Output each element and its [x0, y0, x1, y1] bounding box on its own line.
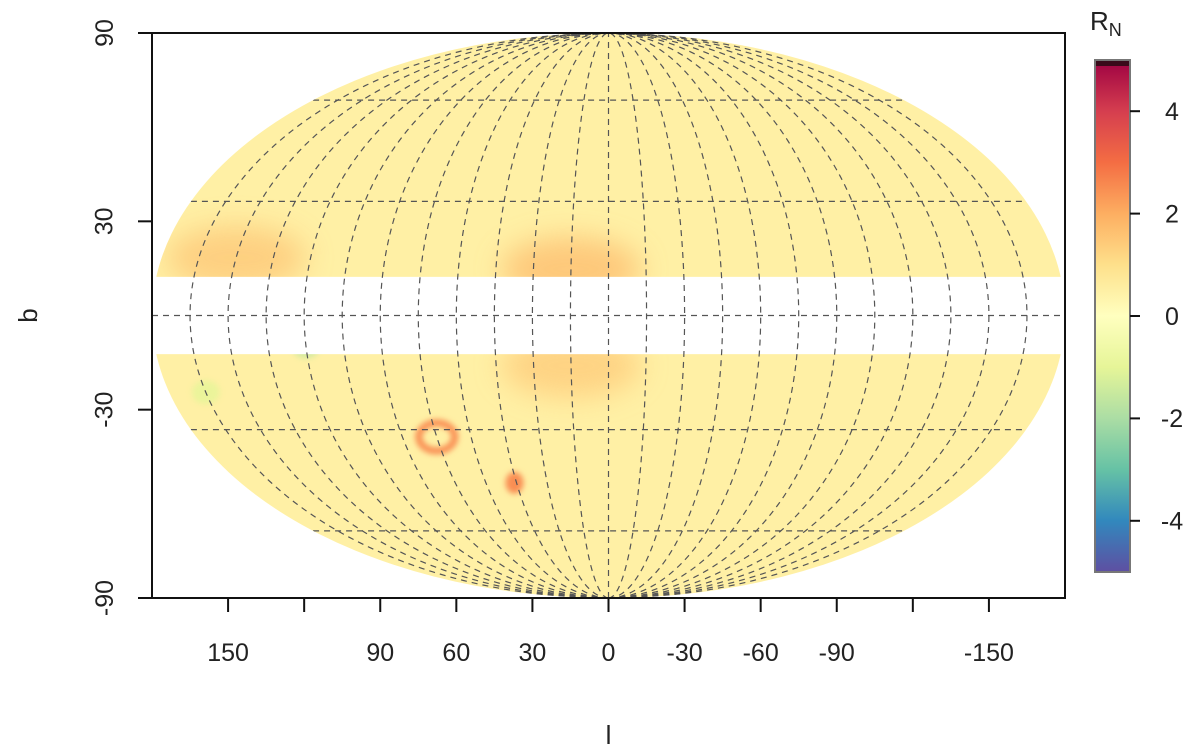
- graticule-meridian: [608, 33, 952, 598]
- colorbar-title: RN: [1090, 6, 1122, 40]
- colorbar-tick-label: -4: [1161, 508, 1183, 536]
- x-tick-label: -150: [964, 639, 1014, 667]
- colorbar-top-cap: [1096, 61, 1129, 66]
- x-tick-label: -60: [743, 639, 779, 667]
- graticule-meridian: [608, 33, 648, 598]
- colorbar-tick-label: 2: [1165, 200, 1179, 228]
- x-axis: 150 90 60 30 0 -30 -60 -90 -150: [207, 598, 1014, 667]
- colorbar-tick-label: 4: [1165, 98, 1179, 126]
- y-tick-label: 90: [91, 19, 119, 47]
- colorbar-title-main: R: [1090, 6, 1109, 36]
- feature-ring: [415, 419, 459, 455]
- x-tick-label: -30: [667, 639, 703, 667]
- colorbar: RN 4 2 0 -2 -4: [1090, 6, 1183, 573]
- x-axis-title: l: [606, 720, 612, 747]
- y-axis-title: b: [13, 308, 43, 322]
- y-tick-label: -30: [91, 392, 119, 428]
- x-tick-label: 150: [207, 639, 249, 667]
- feature-blob: [505, 471, 524, 494]
- y-axis: 90 30 -30 -90: [91, 19, 152, 616]
- graticule-meridian: [608, 33, 762, 598]
- graticule-meridian: [303, 33, 609, 598]
- feature-diffuse: [166, 225, 307, 290]
- sky-map-area: [152, 33, 1065, 598]
- colorbar-title-subscript: N: [1109, 20, 1122, 40]
- colorbar-tick-label: -2: [1161, 405, 1183, 433]
- graticule-meridian: [608, 33, 724, 598]
- graticule: [152, 33, 1065, 598]
- x-tick-label: 0: [602, 639, 616, 667]
- graticule-meridian: [608, 33, 914, 598]
- colorbar-gradient: [1094, 59, 1131, 573]
- colorbar-ticks: 4 2 0 -2 -4: [1130, 98, 1183, 536]
- x-tick-label: -90: [819, 639, 855, 667]
- y-tick-label: 30: [91, 207, 119, 235]
- x-tick-label: 90: [366, 639, 394, 667]
- y-tick-label: -90: [91, 580, 119, 616]
- x-tick-label: 30: [519, 639, 547, 667]
- graticule-meridian: [265, 33, 609, 598]
- graticule-meridian: [455, 33, 609, 598]
- colorbar-tick-label: 0: [1165, 303, 1179, 331]
- x-tick-label: 60: [442, 639, 470, 667]
